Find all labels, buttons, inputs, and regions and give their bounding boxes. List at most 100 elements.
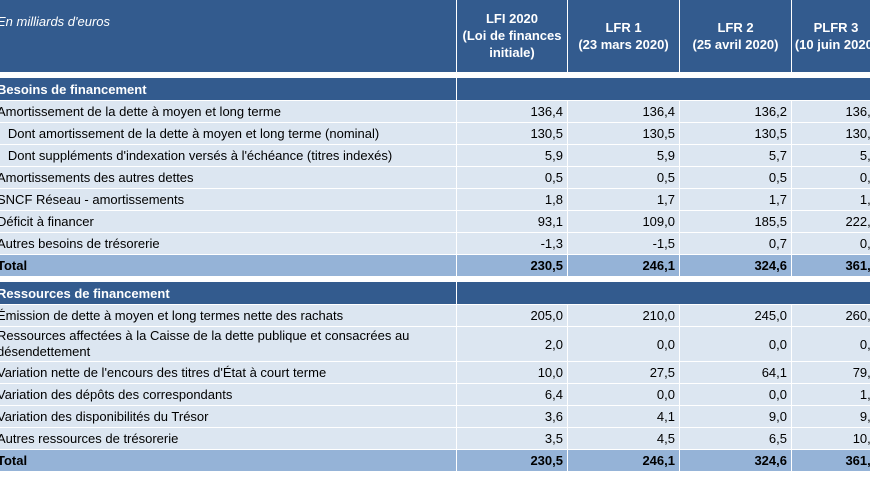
cell-value: 27,5: [567, 361, 680, 384]
row-label: Variation des dépôts des correspondants: [0, 383, 457, 406]
total-value: 230,5: [456, 254, 568, 277]
row-label: SNCF Réseau - amortissements: [0, 188, 457, 211]
total-value: 361,2: [791, 449, 870, 472]
row-label: Ressources affectées à la Caisse de la d…: [0, 326, 457, 362]
cell-value: 136,2: [791, 100, 870, 123]
total-value: 246,1: [567, 254, 680, 277]
cell-value: 4,1: [567, 405, 680, 428]
total-value: 246,1: [567, 449, 680, 472]
table-row: Variation des disponibilités du Trésor 3…: [0, 405, 870, 428]
cell-value: 1,8: [791, 383, 870, 406]
table-row: Déficit à financer 93,1 109,0 185,5 222,…: [0, 210, 870, 233]
cell-value: 0,5: [456, 166, 568, 189]
column-header-plfr3: PLFR 3 (10 juin 2020): [791, 0, 870, 73]
cell-value: 136,2: [679, 100, 792, 123]
cell-value: 0,5: [791, 166, 870, 189]
column-header-lfr2: LFR 2 (25 avril 2020): [679, 0, 792, 73]
cell-value: 4,5: [567, 427, 680, 450]
row-label: Dont amortissement de la dette à moyen e…: [0, 122, 457, 145]
cell-value: 0,7: [791, 232, 870, 255]
cell-value: 222,1: [791, 210, 870, 233]
cell-value: 130,5: [456, 122, 568, 145]
cell-value: 260,0: [791, 304, 870, 327]
cell-value: 93,1: [456, 210, 568, 233]
section-header-besoins: Besoins de financement: [0, 77, 870, 101]
column-header-lfr1: LFR 1 (23 mars 2020): [567, 0, 680, 73]
cell-value: 0,0: [679, 383, 792, 406]
table-row: Variation nette de l'encours des titres …: [0, 361, 870, 384]
table-row: Dont suppléments d'indexation versés à l…: [0, 144, 870, 167]
cell-value: 5,9: [456, 144, 568, 167]
table-row: Ressources affectées à la Caisse de la d…: [0, 326, 870, 362]
cell-value: 0,5: [567, 166, 680, 189]
row-label: Autres ressources de trésorerie: [0, 427, 457, 450]
table-row: Dont amortissement de la dette à moyen e…: [0, 122, 870, 145]
total-value: 361,2: [791, 254, 870, 277]
row-label: Déficit à financer: [0, 210, 457, 233]
column-header-lfi: LFI 2020 (Loi de finances initiale): [456, 0, 568, 73]
cell-value: 79,9: [791, 361, 870, 384]
cell-value: 205,0: [456, 304, 568, 327]
table-row: Autres ressources de trésorerie 3,5 4,5 …: [0, 427, 870, 450]
section-header-ressources: Ressources de financement: [0, 281, 870, 305]
row-label: Variation des disponibilités du Trésor: [0, 405, 457, 428]
cell-value: 1,8: [456, 188, 568, 211]
cell-value: 3,6: [456, 405, 568, 428]
total-label: Total: [0, 449, 457, 472]
row-label: Autres besoins de trésorerie: [0, 232, 457, 255]
cell-value: -1,3: [456, 232, 568, 255]
financing-table: En milliards d'euros LFI 2020 (Loi de fin…: [0, 0, 870, 472]
cell-value: 6,5: [679, 427, 792, 450]
table-row: Variation des dépôts des correspondants …: [0, 383, 870, 406]
row-label: Dont suppléments d'indexation versés à l…: [0, 144, 457, 167]
cell-value: 0,0: [679, 326, 792, 362]
cell-value: 0,0: [791, 326, 870, 362]
row-label: Émission de dette à moyen et long termes…: [0, 304, 457, 327]
cell-value: 210,0: [567, 304, 680, 327]
table-row: SNCF Réseau - amortissements 1,8 1,7 1,7…: [0, 188, 870, 211]
total-row-besoins: Total 230,5 246,1 324,6 361,2: [0, 254, 870, 277]
cell-value: 245,0: [679, 304, 792, 327]
total-value: 230,5: [456, 449, 568, 472]
cell-value: 0,0: [567, 326, 680, 362]
cell-value: 2,0: [456, 326, 568, 362]
cell-value: 5,9: [567, 144, 680, 167]
cell-value: 5,7: [679, 144, 792, 167]
cell-value: 1,7: [679, 188, 792, 211]
header-row: En milliards d'euros LFI 2020 (Loi de fin…: [0, 0, 870, 73]
section-title: Besoins de financement: [0, 77, 457, 101]
cell-value: 5,7: [791, 144, 870, 167]
unit-label: En milliards d'euros: [0, 0, 457, 73]
cell-value: 130,5: [567, 122, 680, 145]
cell-value: 0,7: [679, 232, 792, 255]
cell-value: 10,0: [456, 361, 568, 384]
cell-value: 130,5: [679, 122, 792, 145]
cell-value: 9,0: [679, 405, 792, 428]
cell-value: 185,5: [679, 210, 792, 233]
cell-value: 0,5: [679, 166, 792, 189]
table-row: Amortissements des autres dettes 0,5 0,5…: [0, 166, 870, 189]
table-row: Émission de dette à moyen et long termes…: [0, 304, 870, 327]
section-title: Ressources de financement: [0, 281, 457, 305]
total-value: 324,6: [679, 254, 792, 277]
cell-value: 136,4: [456, 100, 568, 123]
cell-value: 10,5: [791, 427, 870, 450]
total-value: 324,6: [679, 449, 792, 472]
cell-value: 1,7: [567, 188, 680, 211]
cell-value: -1,5: [567, 232, 680, 255]
cell-value: 1,7: [791, 188, 870, 211]
row-label: Variation nette de l'encours des titres …: [0, 361, 457, 384]
table-row: Autres besoins de trésorerie -1,3 -1,5 0…: [0, 232, 870, 255]
cell-value: 130,5: [791, 122, 870, 145]
table-row: Amortissement de la dette à moyen et lon…: [0, 100, 870, 123]
total-label: Total: [0, 254, 457, 277]
row-label: Amortissement de la dette à moyen et lon…: [0, 100, 457, 123]
cell-value: 0,0: [567, 383, 680, 406]
cell-value: 136,4: [567, 100, 680, 123]
total-row-ressources: Total 230,5 246,1 324,6 361,2: [0, 449, 870, 472]
cell-value: 9,0: [791, 405, 870, 428]
cell-value: 6,4: [456, 383, 568, 406]
cell-value: 109,0: [567, 210, 680, 233]
cell-value: 64,1: [679, 361, 792, 384]
